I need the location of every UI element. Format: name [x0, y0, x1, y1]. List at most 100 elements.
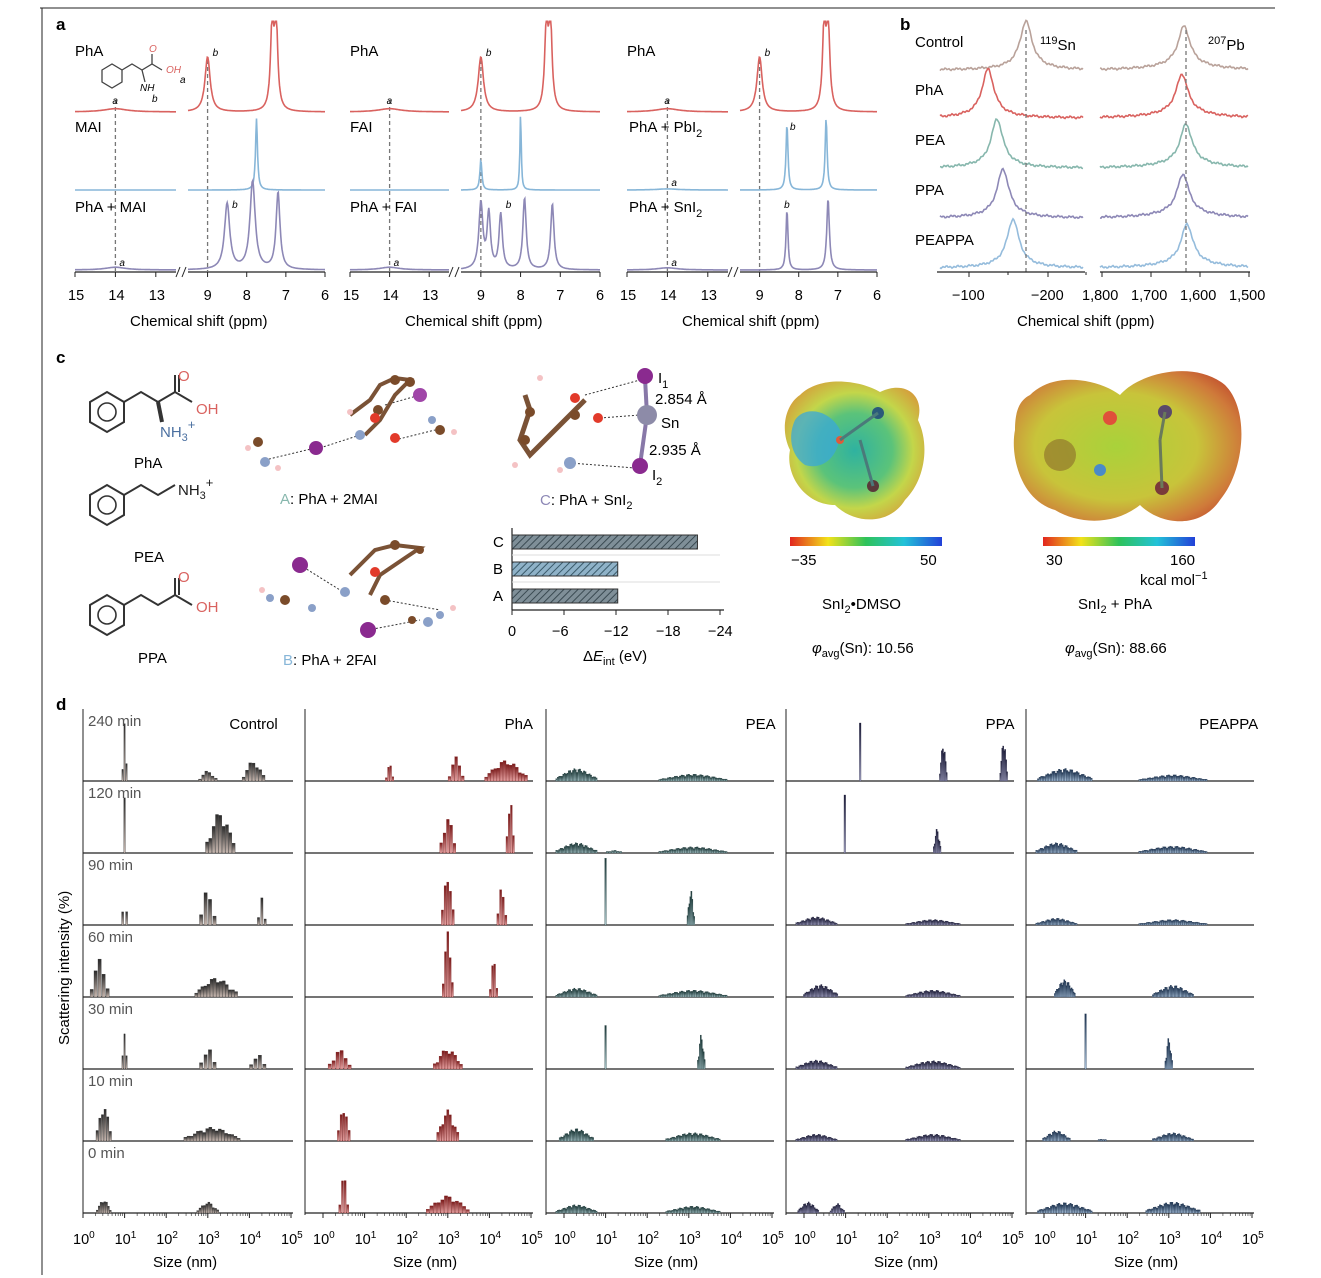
dls-bar: [574, 989, 577, 998]
dls-bar: [1157, 777, 1160, 782]
dls-bar: [215, 1130, 219, 1142]
dls-bar: [331, 1060, 336, 1070]
dls-bar: [806, 1063, 809, 1070]
dls-bar: [679, 1135, 681, 1142]
dls-bar: [444, 1115, 447, 1142]
dls-bar: [576, 843, 578, 854]
dls-bar: [1177, 775, 1180, 782]
dls-column-title: PEAPPA: [1199, 716, 1258, 733]
dls-bar: [808, 1062, 810, 1070]
dls-bar: [241, 776, 246, 782]
dls-bar: [587, 1135, 590, 1142]
dls-bar: [123, 797, 126, 854]
dls-bar: [436, 1202, 441, 1214]
dls-tick-label: 103: [1159, 1230, 1181, 1248]
dls-bar: [577, 845, 580, 854]
dls-bar: [837, 1203, 839, 1214]
dls-bar: [715, 777, 718, 782]
dls-bar: [834, 1066, 836, 1070]
dls-bar: [803, 994, 805, 998]
dls-bar: [1080, 1206, 1083, 1214]
dls-bar: [723, 994, 726, 998]
dls-bar: [689, 1133, 692, 1142]
bond-label-sn: Sn: [661, 415, 679, 432]
dls-bar: [205, 1203, 208, 1214]
dls-tick-label: 101: [596, 1230, 618, 1248]
dls-bar: [1162, 775, 1165, 782]
dls-bar: [825, 919, 828, 926]
dls-bar: [803, 1063, 806, 1070]
dls-bar: [1176, 846, 1179, 854]
dls-bar: [443, 885, 447, 926]
dls-bar: [1188, 847, 1191, 854]
dls-bar: [1045, 774, 1048, 782]
dls-bar: [697, 1135, 700, 1142]
dls-bar: [706, 848, 709, 854]
dls-bar: [945, 1137, 948, 1142]
dls-bar: [260, 897, 264, 926]
dls-bar: [1060, 843, 1063, 854]
dls-bar: [948, 1136, 951, 1142]
dls-bar: [1181, 1136, 1183, 1142]
dls-bar: [699, 848, 702, 854]
dls-bar: [819, 1134, 822, 1142]
dls-bar: [957, 1066, 959, 1070]
dls-bar: [587, 991, 589, 998]
dls-bar: [921, 1136, 924, 1142]
dls-bar: [1189, 992, 1191, 998]
dls-bar: [1164, 1134, 1167, 1142]
dls-bar: [1038, 1209, 1041, 1214]
dls-bar: [433, 1202, 437, 1214]
dls-bar: [580, 990, 583, 998]
dls-bar: [905, 1066, 908, 1070]
dls-bar: [201, 1205, 204, 1214]
dls-bar: [441, 1050, 445, 1070]
dls-bar: [342, 1113, 345, 1142]
dls-bar: [1183, 847, 1186, 854]
dls-bar: [442, 983, 445, 998]
dls-bar: [957, 995, 959, 998]
dls-bar: [805, 919, 807, 926]
dls-bar: [941, 920, 944, 926]
dls-bar: [692, 1207, 695, 1214]
dls-bar: [668, 849, 671, 854]
dls-bar: [718, 1210, 721, 1214]
dls-bar: [563, 1207, 566, 1214]
dls-bar: [1140, 779, 1143, 782]
dls-bar: [831, 990, 833, 998]
dls-bar: [446, 881, 449, 926]
dls-bar: [489, 989, 492, 998]
dls-bar: [557, 777, 559, 782]
sn-pb-row-label: PhA: [915, 82, 943, 99]
dls-bar: [944, 761, 947, 782]
dls-bar: [567, 1134, 570, 1142]
dls-bar: [1178, 921, 1181, 926]
dls-bar: [1045, 1207, 1048, 1214]
dls-bar: [917, 921, 920, 926]
dls-bar: [1166, 775, 1169, 782]
dls-bar: [711, 1136, 713, 1142]
dls-bar: [1176, 776, 1179, 782]
dls-bar: [1161, 919, 1164, 926]
bar-tick-label: −18: [656, 624, 681, 640]
dls-bar: [1082, 1207, 1085, 1214]
dls-bar: [1059, 1204, 1062, 1214]
dls-bar: [1179, 775, 1182, 782]
dls-bar: [817, 1062, 820, 1070]
dls-bar: [817, 1134, 820, 1142]
dls-bar: [668, 993, 671, 998]
dls-bar: [815, 1208, 817, 1214]
dls-bar: [339, 1050, 344, 1070]
dls-bar: [1067, 847, 1069, 854]
dls-bar: [658, 779, 661, 782]
dls-tick-label: 101: [836, 1230, 858, 1248]
dls-bar: [1053, 771, 1056, 782]
dls-bar: [1196, 849, 1199, 854]
dls-bar: [699, 774, 702, 782]
dls-bar: [831, 1065, 834, 1070]
dls-bar: [1070, 922, 1072, 926]
dls-bar: [1182, 1135, 1185, 1142]
dls-bar: [1177, 847, 1180, 854]
dls-bar: [436, 1132, 440, 1142]
bar-tick-label: −24: [708, 624, 733, 640]
